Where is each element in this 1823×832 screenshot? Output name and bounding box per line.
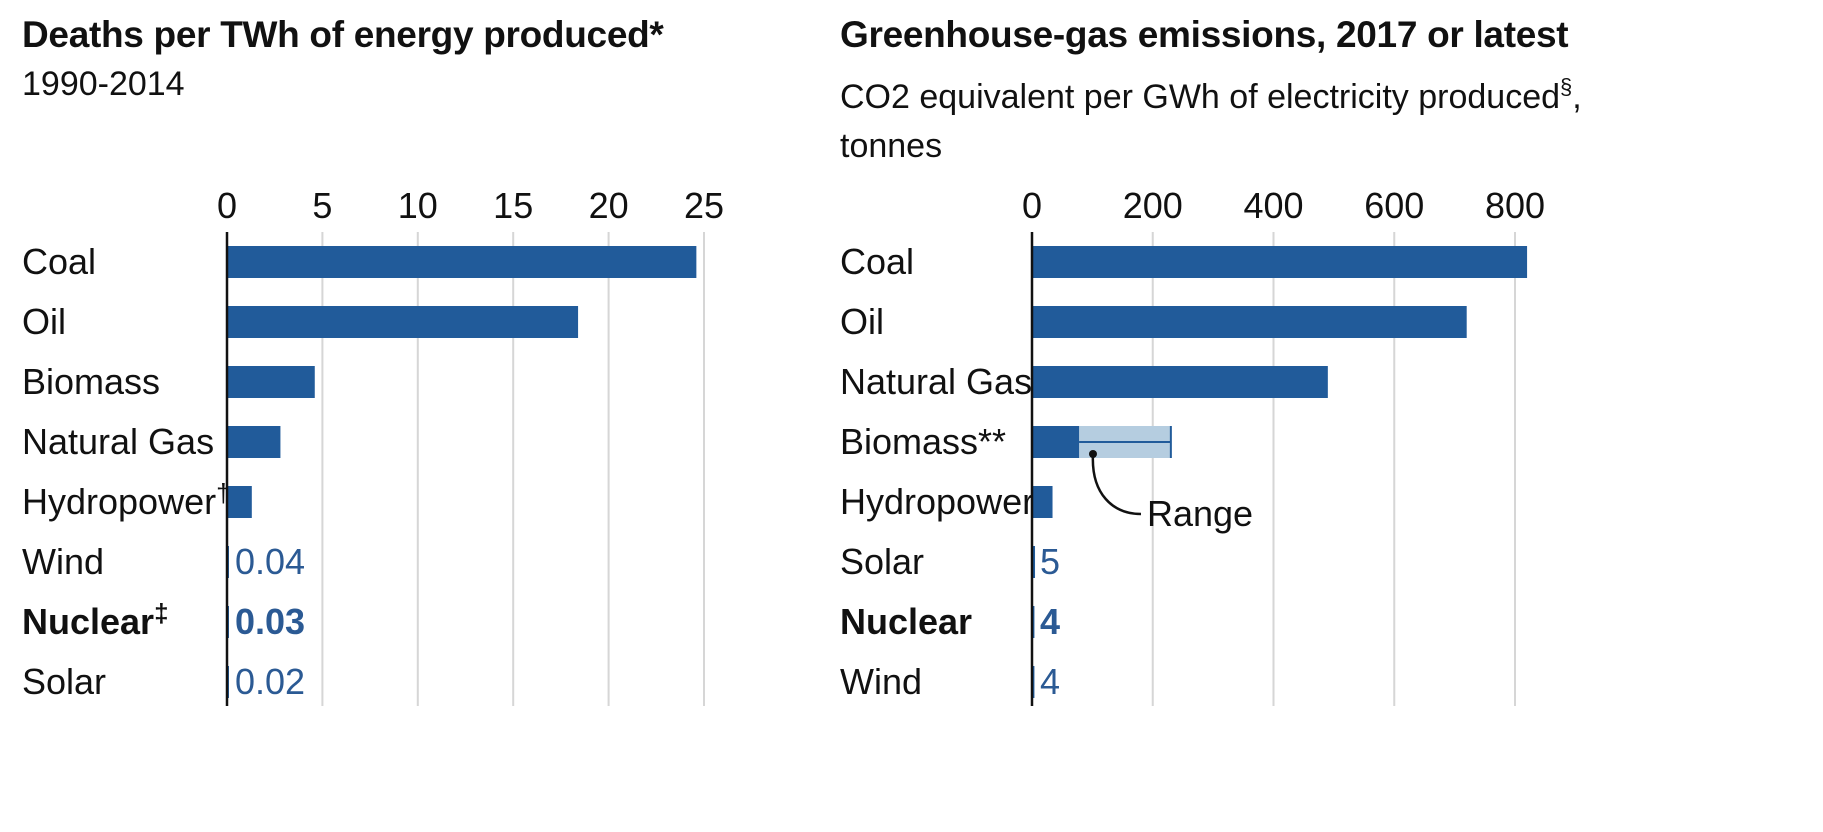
deaths-bar-hydropower (227, 486, 252, 518)
deaths-category-label-wind: Wind (22, 541, 104, 582)
deaths-category-label-biomass: Biomass (22, 361, 160, 402)
emissions-bar-solar (1032, 546, 1036, 578)
emissions-annotation-label: Range (1147, 493, 1253, 534)
deaths-tick-label-20: 20 (589, 185, 629, 226)
deaths-tick-label-0: 0 (217, 185, 237, 226)
deaths-tick-label-15: 15 (493, 185, 533, 226)
emissions-category-label-oil: Oil (840, 301, 884, 342)
deaths-category-label-natural-gas: Natural Gas (22, 421, 214, 462)
deaths-bar-chart: 0 5 10 15 20 25 Coal Oil Biomass Natural Gas Hydro… (22, 185, 724, 706)
emissions-subtitle-line1: CO2 equivalent per GWh of electricity pr… (840, 78, 1561, 116)
emissions-bar-biomass (1032, 426, 1080, 458)
deaths-value-label-wind: 0.04 (235, 541, 305, 582)
deaths-bar-coal (227, 246, 697, 278)
deaths-bar-natural-gas (227, 426, 281, 458)
deaths-footnote-mark-nuclear: ‡ (154, 598, 168, 628)
emissions-value-label-nuclear: 4 (1040, 601, 1060, 642)
deaths-bar-biomass (227, 366, 315, 398)
deaths-value-label-nuclear: 0.03 (235, 601, 305, 642)
deaths-tick-label-10: 10 (398, 185, 438, 226)
emissions-tick-label-0: 0 (1022, 185, 1042, 226)
emissions-chart-title: Greenhouse-gas emissions, 2017 or latest (840, 14, 1569, 55)
emissions-bar-chart: 0 200 400 600 800 Coal Oil Natural Gas Biomass**… (840, 185, 1545, 706)
subtitle-comma: , (1572, 78, 1582, 116)
deaths-value-label-solar: 0.02 (235, 661, 305, 702)
emissions-category-label-solar: Solar (840, 541, 924, 582)
emissions-tick-label-400: 400 (1243, 185, 1303, 226)
emissions-tick-label-200: 200 (1123, 185, 1183, 226)
emissions-category-label-natural-gas: Natural Gas (840, 361, 1032, 402)
emissions-tick-label-600: 600 (1364, 185, 1424, 226)
deaths-bar-oil (227, 306, 579, 338)
emissions-chart-subtitle: CO2 equivalent per GWh of electricity pr… (840, 62, 1582, 171)
emissions-category-label-hydropower: Hydropower (840, 481, 1034, 522)
emissions-category-label-coal: Coal (840, 241, 914, 282)
deaths-category-label-coal: Coal (22, 241, 96, 282)
emissions-subtitle-line2: tonnes (840, 127, 943, 165)
emissions-annotation-leader (1091, 453, 1141, 516)
deaths-tick-label-25: 25 (684, 185, 724, 226)
emissions-bar-hydropower (1032, 486, 1053, 518)
deaths-chart-title: Deaths per TWh of energy produced* (22, 14, 664, 55)
deaths-category-label-oil: Oil (22, 301, 66, 342)
emissions-category-label-biomass: Biomass** (840, 421, 1006, 462)
emissions-category-label-wind: Wind (840, 661, 922, 702)
emissions-bar-coal (1032, 246, 1528, 278)
deaths-category-label-nuclear: Nuclear‡ (22, 598, 169, 642)
deaths-category-label-solar: Solar (22, 661, 106, 702)
section-footnote-mark: § (1560, 74, 1573, 99)
deaths-category-label-hydropower: Hydropower† (22, 478, 231, 522)
emissions-tick-label-800: 800 (1485, 185, 1545, 226)
deaths-chart-subtitle: 1990-2014 (22, 65, 185, 103)
emissions-bar-oil (1032, 306, 1467, 338)
deaths-tick-label-5: 5 (312, 185, 332, 226)
emissions-category-label-nuclear: Nuclear (840, 601, 972, 642)
emissions-value-label-solar: 5 (1040, 541, 1060, 582)
emissions-bar-natural-gas (1032, 366, 1328, 398)
emissions-value-label-wind: 4 (1040, 661, 1060, 702)
